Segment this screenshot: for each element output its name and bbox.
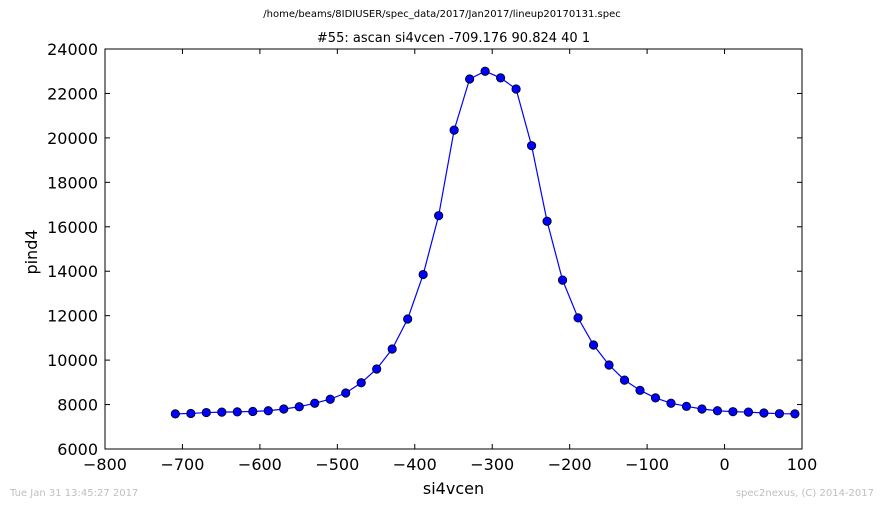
y-axis-label: pind4 [22, 229, 41, 274]
data-point [542, 216, 552, 226]
data-point [403, 314, 413, 324]
data-point [588, 340, 599, 350]
y-tick-label: 10000 [47, 351, 98, 370]
y-tick-label: 6000 [57, 440, 98, 459]
y-tick-label: 8000 [57, 396, 98, 415]
x-tick-label: −600 [238, 455, 282, 474]
data-point [434, 211, 444, 221]
data-point [712, 406, 723, 416]
data-point [496, 73, 506, 83]
x-tick-label: −300 [470, 455, 514, 474]
plot-frame [104, 48, 803, 450]
data-point [681, 401, 692, 411]
data-point [697, 404, 707, 414]
y-tick-label: 24000 [47, 40, 98, 59]
data-point [635, 385, 645, 395]
data-point [790, 409, 800, 419]
data-point [356, 378, 366, 388]
data-point [759, 408, 769, 418]
data-point [263, 406, 273, 416]
y-tick-label: 12000 [47, 307, 98, 326]
data-point [418, 269, 428, 280]
data-point [310, 398, 320, 408]
y-tick-label: 16000 [47, 218, 98, 237]
plot-area [105, 49, 802, 449]
data-point [526, 141, 537, 151]
data-point [650, 393, 661, 403]
data-point [170, 409, 180, 419]
data-point [372, 364, 382, 374]
data-point [573, 313, 583, 323]
data-point [186, 408, 196, 419]
x-tick-label: −400 [393, 455, 437, 474]
series-layer [170, 66, 800, 419]
data-point [743, 407, 754, 417]
data-point [465, 74, 475, 84]
data-point [449, 125, 459, 135]
footer-credit: spec2nexus, (C) 2014-2017 [735, 488, 874, 499]
data-point [511, 84, 521, 94]
axis-labels: −800 −700 −600 −500 −400 −300 −200 −100 0 100 6000… [47, 40, 817, 474]
data-point [217, 407, 227, 417]
data-point [480, 66, 490, 76]
x-tick-label: −500 [315, 455, 359, 474]
data-point [774, 409, 785, 419]
footer-timestamp: Tue Jan 31 13:45:27 2017 [10, 488, 139, 499]
x-tick-label: 0 [719, 455, 729, 474]
x-tick-label: −100 [625, 455, 669, 474]
data-point [294, 402, 304, 412]
x-tick-label: −700 [160, 455, 204, 474]
y-tick-label: 20000 [47, 129, 98, 148]
data-point [232, 407, 242, 417]
data-point [666, 398, 676, 408]
x-tick-label: −200 [548, 455, 592, 474]
data-point [557, 275, 568, 285]
y-tick-label: 14000 [47, 262, 98, 281]
x-tick-label: −800 [83, 455, 127, 474]
data-point [341, 388, 351, 398]
x-tick-label: 100 [787, 455, 818, 474]
y-tick-label: 22000 [47, 84, 98, 103]
data-point [201, 407, 211, 418]
data-point [279, 404, 289, 414]
data-point [325, 394, 335, 404]
y-tick-label: 18000 [47, 173, 98, 192]
file-path-title: /home/beams/8IDIUSER/spec_data/2017/Jan2… [263, 9, 621, 20]
data-point [728, 407, 738, 417]
data-point [248, 406, 258, 417]
x-axis-label: si4vcen [423, 479, 484, 498]
data-point [387, 344, 397, 354]
chart-title: #55: ascan si4vcen -709.176 90.824 40 1 [317, 31, 590, 46]
data-point [619, 375, 630, 385]
data-point [604, 360, 614, 370]
